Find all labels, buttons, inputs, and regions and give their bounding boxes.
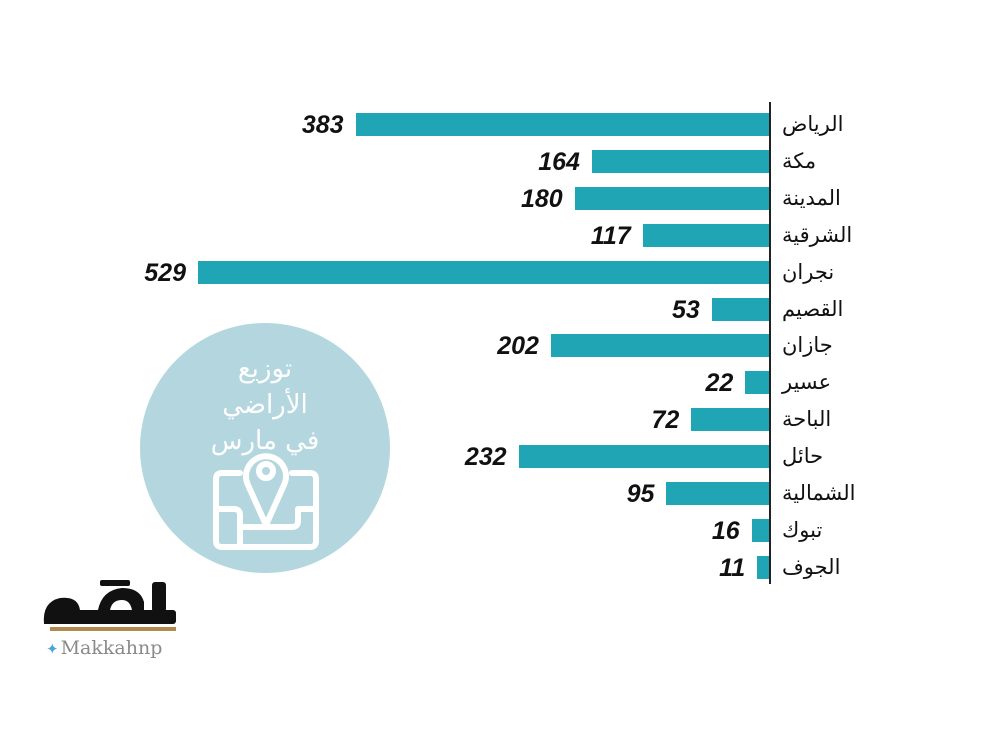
bar [666,482,769,505]
category-label: الجوف [782,554,841,579]
data-label: 232 [464,443,507,472]
category-label: الشرقية [782,222,853,247]
category-label: المدينة [782,185,841,210]
bar [691,408,769,432]
category-axis-line [769,102,771,584]
data-label: 383 [301,111,344,139]
twitter-handle-text: Makkahnp [60,637,163,659]
data-label: 180 [520,184,563,213]
badge-title-line-2: الأراضي [222,390,308,420]
logo-glyph [43,580,176,631]
category-label: نجران [782,259,835,284]
bar [355,113,769,136]
data-label: 117 [590,221,631,250]
category-label: الرياض [782,112,844,136]
data-label: 529 [144,258,186,287]
data-label: 11 [719,553,746,582]
map-pin-icon [213,453,319,550]
bar [751,518,769,542]
category-label: الشمالية [782,481,856,505]
bar [711,297,769,321]
title-badge: توزيع الأراضي في مارس [140,323,390,573]
makkah-logo: ✦ Makkahnp [40,580,190,665]
bar [642,223,769,247]
twitter-handle: ✦ Makkahnp [46,637,162,659]
bar [574,186,769,210]
data-label: 72 [651,406,680,435]
data-label: 164 [538,147,580,176]
category-label: عسير [782,370,832,395]
data-label: 202 [497,332,539,361]
data-label: 95 [626,480,655,508]
bar [518,445,769,469]
bar [550,334,769,358]
badge-title-line-1: توزيع [237,354,293,384]
bar [757,555,769,579]
category-label: حائل [782,444,824,469]
bar [591,149,769,173]
bar [198,260,769,284]
data-label: 16 [711,516,740,545]
data-label: 22 [705,369,734,398]
badge-title-line-3: في مارس [210,426,320,456]
data-label: 53 [671,295,700,324]
bar [745,371,769,395]
twitter-icon: ✦ [46,640,59,658]
badge-title: توزيع الأراضي في مارس [140,351,390,459]
category-label: القصيم [782,296,844,321]
category-label: الباحة [782,407,832,432]
category-label: جازان [782,333,833,358]
category-label: تبوك [782,517,823,542]
category-label: مكة [782,148,817,173]
